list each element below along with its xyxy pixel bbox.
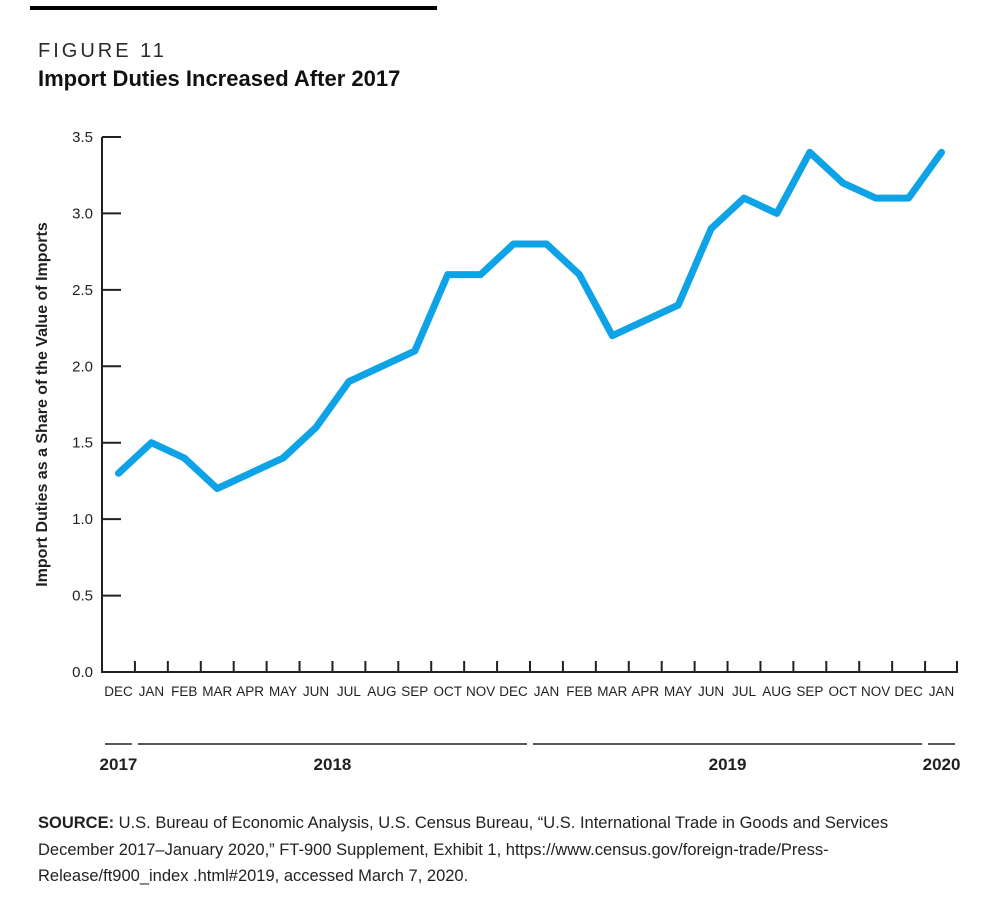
- month-label: MAY: [269, 684, 297, 699]
- month-label: MAY: [664, 684, 692, 699]
- year-label: 2017: [100, 755, 138, 774]
- month-label: OCT: [829, 684, 858, 699]
- year-label: 2020: [923, 755, 961, 774]
- month-label: DEC: [104, 684, 133, 699]
- month-label: AUG: [367, 684, 396, 699]
- month-label: JUL: [732, 684, 756, 699]
- month-label: SEP: [796, 684, 823, 699]
- month-label: DEC: [499, 684, 528, 699]
- month-label: JUN: [698, 684, 724, 699]
- y-tick-label: 2.0: [72, 358, 93, 375]
- month-label: JUN: [303, 684, 329, 699]
- y-tick-label: 1.5: [72, 435, 93, 452]
- month-label: JAN: [534, 684, 560, 699]
- chart-canvas: 0.0 0.5 1.0 1.5 2.0 2.5 3.0 3.5 DEC JAN FEB MAR APR M…: [34, 129, 961, 774]
- month-label: NOV: [466, 684, 495, 699]
- month-label: APR: [236, 684, 264, 699]
- y-tick-label: 3.5: [72, 129, 93, 146]
- y-tick-label: 2.5: [72, 282, 93, 299]
- month-label: DEC: [894, 684, 923, 699]
- month-label: JUL: [337, 684, 361, 699]
- y-tick-label: 1.0: [72, 511, 93, 528]
- month-label: FEB: [171, 684, 197, 699]
- month-label: NOV: [861, 684, 890, 699]
- year-label: 2019: [709, 755, 747, 774]
- data-line-import-duties: [115, 148, 945, 493]
- figure-number: FIGURE 11: [38, 40, 167, 62]
- import-duties-chart: 0.0 0.5 1.0 1.5 2.0 2.5 3.0 3.5 DEC JAN FEB MAR APR M…: [34, 129, 961, 774]
- month-label: AUG: [762, 684, 791, 699]
- month-label: JAN: [139, 684, 165, 699]
- month-label: JAN: [929, 684, 955, 699]
- figure-title: Import Duties Increased After 2017: [38, 66, 401, 91]
- month-label: FEB: [566, 684, 592, 699]
- y-tick-label: 0.5: [72, 588, 93, 605]
- month-label: MAR: [202, 684, 232, 699]
- y-tick-label: 3.0: [72, 205, 93, 222]
- month-label: APR: [631, 684, 659, 699]
- y-axis-title: Import Duties as a Share of the Value of…: [34, 222, 51, 587]
- month-label: OCT: [433, 684, 462, 699]
- source-label: SOURCE:: [38, 814, 115, 832]
- figure-top-rule: [30, 6, 437, 10]
- month-label: MAR: [597, 684, 627, 699]
- month-label: SEP: [401, 684, 428, 699]
- source-note: SOURCE: U.S. Bureau of Economic Analysis…: [38, 810, 952, 890]
- y-tick-label: 0.0: [72, 664, 93, 681]
- source-text: U.S. Bureau of Economic Analysis, U.S. C…: [38, 814, 889, 886]
- year-label: 2018: [314, 755, 352, 774]
